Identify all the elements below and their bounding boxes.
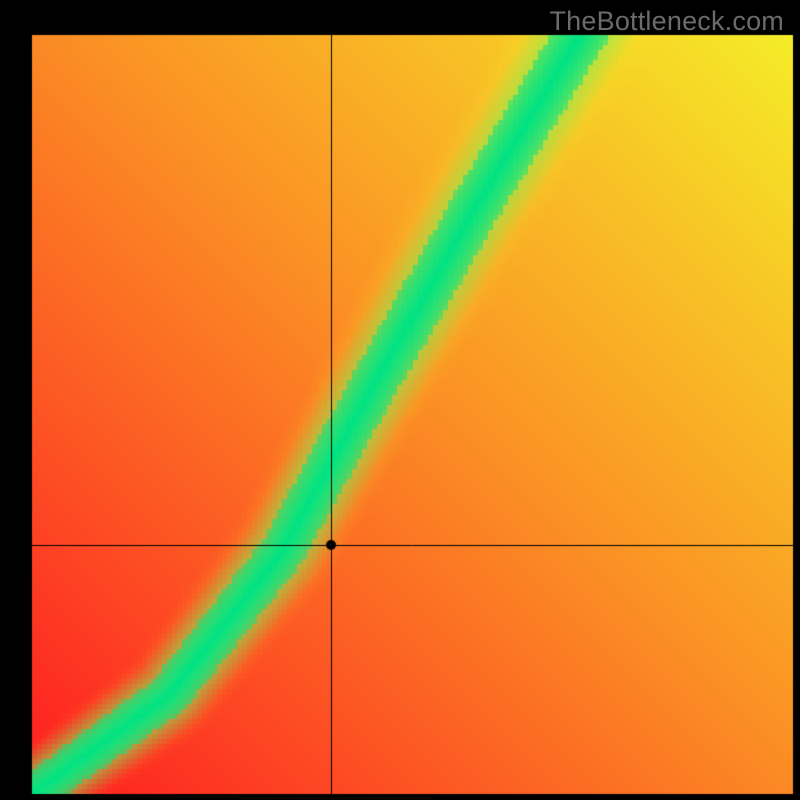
heatmap-canvas bbox=[0, 0, 800, 800]
bottleneck-heatmap: TheBottleneck.com bbox=[0, 0, 800, 800]
watermark-text: TheBottleneck.com bbox=[549, 6, 784, 37]
